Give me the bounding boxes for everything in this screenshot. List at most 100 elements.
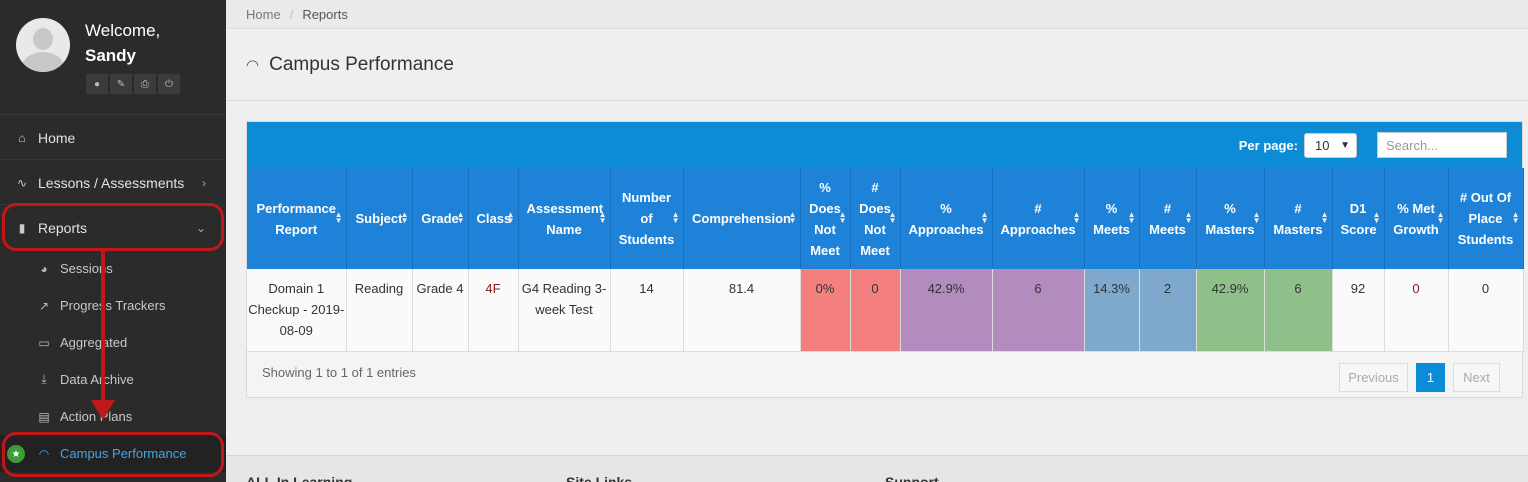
nav-label: Home (38, 129, 76, 146)
column-header[interactable]: % Meets ▲ ▼ (1084, 168, 1140, 269)
sort-icon: ▲ ▼ (400, 210, 409, 225)
table-row: Domain 1 Checkup - 2019-08-09 Reading Grad… (247, 269, 1524, 352)
column-header[interactable]: Subject ▲ ▼ (346, 168, 413, 269)
sidebar-item-progress-trackers[interactable]: ↗ Progress Trackers (0, 287, 226, 324)
column-header-label: Comprehension (692, 211, 791, 226)
breadcrumb-home[interactable]: Home (246, 6, 281, 22)
column-header-label: Performance Report (256, 200, 336, 237)
column-header[interactable]: # Meets ▲ ▼ (1139, 168, 1197, 269)
column-header[interactable]: # Approaches ▲ ▼ (992, 168, 1085, 269)
column-header[interactable]: Grade ▲ ▼ (412, 168, 469, 269)
column-header[interactable]: Comprehension ▲ ▼ (683, 168, 801, 269)
previous-button[interactable]: Previous (1339, 362, 1408, 392)
table-cell[interactable]: 4F (468, 269, 519, 352)
column-header[interactable]: % Met Growth ▲ ▼ (1384, 168, 1449, 269)
table-cell: G4 Reading 3-week Test (518, 269, 611, 352)
table-cell: 2 (1139, 269, 1197, 352)
sidebar-item-campus-performance[interactable]: ◠ Campus Performance (0, 435, 226, 472)
column-header-label: % Meets (1093, 200, 1130, 237)
nav-item-home[interactable]: ⌂ Home (0, 116, 226, 160)
power-icon[interactable]: ⏻ (157, 73, 181, 95)
page-header: ◠ Campus Performance (226, 29, 1528, 101)
print-icon[interactable]: ⎙ (133, 73, 157, 95)
table-cell: Grade 4 (412, 269, 469, 352)
search-input[interactable]: Search... (1377, 132, 1507, 158)
column-header[interactable]: # Masters ▲ ▼ (1264, 168, 1333, 269)
sort-icon: ▲ ▼ (1127, 210, 1136, 225)
avatar (16, 18, 70, 72)
highlight-campus-performance (2, 432, 224, 477)
column-header[interactable]: Class ▲ ▼ (468, 168, 519, 269)
column-header[interactable]: Performance Report ▲ ▼ (247, 168, 347, 269)
sort-icon: ▲ ▼ (1072, 210, 1081, 225)
sort-icon: ▲ ▼ (598, 210, 607, 225)
sidebar-item-aggregated[interactable]: ▭ Aggregated (0, 324, 226, 361)
column-header-label: Assessment Name (526, 200, 604, 237)
column-header[interactable]: D1 Score ▲ ▼ (1332, 168, 1385, 269)
sort-icon: ▲ ▼ (980, 210, 989, 225)
table-cell: 14 (610, 269, 684, 352)
annotation-arrow-head (91, 400, 115, 420)
dashboard-gauge-icon: ◠ (246, 56, 260, 74)
sort-icon: ▲ ▼ (671, 210, 680, 225)
column-header[interactable]: % Approaches ▲ ▼ (900, 168, 993, 269)
table-cell: 92 (1332, 269, 1385, 352)
clipboard-icon: ▤ (38, 409, 50, 424)
column-header[interactable]: # Out Of Place Students ▲ ▼ (1448, 168, 1524, 269)
table-cell: Domain 1 Checkup - 2019-08-09 (247, 269, 347, 352)
footer-heading-brand: ALL In Learning (246, 474, 353, 482)
column-header[interactable]: % Does Not Meet ▲ ▼ (800, 168, 851, 269)
sort-icon: ▲ ▼ (1436, 210, 1445, 225)
page-title: Campus Performance (269, 53, 454, 75)
column-header[interactable]: Assessment Name ▲ ▼ (518, 168, 611, 269)
column-header[interactable]: % Masters ▲ ▼ (1196, 168, 1265, 269)
profile-tools: ● ✎ ⎙ ⏻ (85, 73, 181, 95)
sidebar-item-data-archive[interactable]: ⤓ Data Archive (0, 361, 226, 398)
table-cell: Reading (346, 269, 413, 352)
table-footer: Showing 1 to 1 of 1 entries Previous 1 N… (247, 352, 1522, 400)
chevron-right-icon: › (202, 175, 206, 190)
sidebar-item-sessions[interactable]: ◕ Sessions (0, 250, 226, 287)
column-header[interactable]: # Does Not Meet ▲ ▼ (850, 168, 901, 269)
sort-icon: ▲ ▼ (456, 210, 465, 225)
nav-item-reports[interactable]: ▮ Reports ⌄ (0, 206, 226, 250)
sub-label: Progress Trackers (60, 298, 166, 313)
per-page-select[interactable]: 10 ▼ (1304, 132, 1357, 158)
table-cell: 0% (800, 269, 851, 352)
column-header-label: Grade (421, 211, 459, 226)
profile-panel: Welcome, Sandy ● ✎ ⎙ ⏻ (0, 0, 226, 115)
sub-label: Aggregated (60, 335, 128, 350)
column-header[interactable]: Number of Students ▲ ▼ (610, 168, 684, 269)
highlight-reports (2, 203, 224, 251)
table-cell: 6 (992, 269, 1085, 352)
sub-label: Data Archive (60, 372, 134, 387)
next-button[interactable]: Next (1453, 362, 1500, 392)
column-header-label: # Out Of Place Students (1457, 190, 1514, 247)
line-chart-icon: ↗ (38, 298, 50, 313)
sort-icon: ▲ ▼ (1511, 210, 1520, 225)
download-icon: ⤓ (41, 372, 47, 386)
column-header-label: # Masters (1273, 200, 1323, 237)
nav-label: Lessons / Assessments (38, 174, 185, 191)
pie-chart-icon: ◕ (40, 261, 48, 276)
star-icon: ★ (7, 445, 25, 463)
nav-item-lessons[interactable]: ∿ Lessons / Assessments › (0, 161, 226, 205)
main-content: Home / Reports ◠ Campus Performance Per … (226, 0, 1528, 482)
column-header-label: % Does Not Meet (809, 179, 841, 258)
per-page-value: 10 (1315, 137, 1330, 153)
footer-heading-site-links: Site Links (566, 474, 633, 482)
page-1-button[interactable]: 1 (1416, 362, 1445, 392)
table-cell: 0 (850, 269, 901, 352)
wrench-icon[interactable]: ✎ (109, 73, 133, 95)
column-header-label: # Does Not Meet (859, 179, 891, 258)
table-cell: 42.9% (900, 269, 993, 352)
user-icon[interactable]: ● (85, 73, 109, 95)
column-header-label: Subject (355, 211, 403, 226)
column-header-label: % Masters (1205, 200, 1255, 237)
table-cell: 0 (1384, 269, 1449, 352)
sort-icon: ▲ ▼ (888, 210, 897, 225)
table-cell: 42.9% (1196, 269, 1265, 352)
annotation-arrow-line (101, 250, 105, 402)
table-controls: Per page: 10 ▼ Search... (247, 122, 1522, 168)
table-header-row: Performance Report ▲ ▼ Subject ▲ ▼ Grade ▲ ▼ Clas… (247, 168, 1524, 269)
